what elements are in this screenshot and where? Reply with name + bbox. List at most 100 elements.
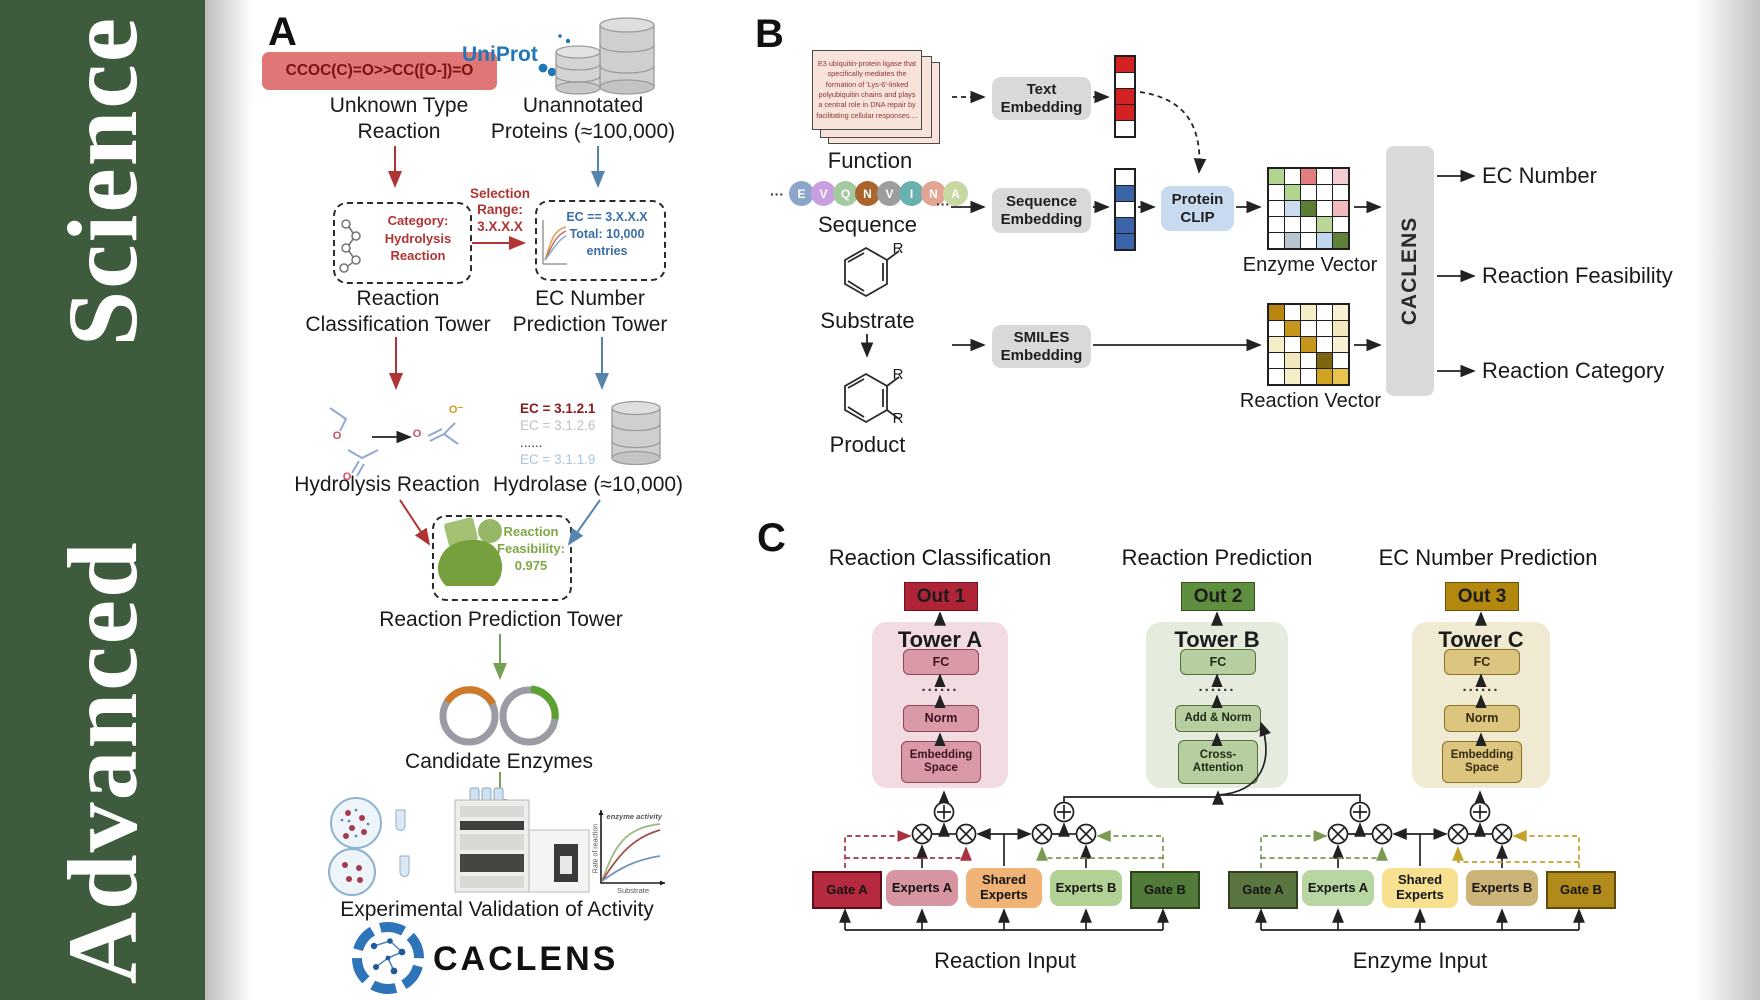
vector-cell — [1317, 353, 1332, 368]
database-icon-small — [555, 45, 601, 95]
amino-acid-circle: N — [855, 181, 880, 206]
reaction-classification-tower-label: Reaction Classification Tower — [305, 287, 491, 336]
vector-cell — [1269, 337, 1284, 352]
vector-cell — [1285, 169, 1300, 184]
caclens-model-name: CACLENS — [1398, 216, 1421, 326]
vector-cell — [1333, 233, 1348, 248]
reaction-classification-title: Reaction Classification — [828, 545, 1052, 570]
vector-cell — [1333, 169, 1348, 184]
enzyme-input-label: Enzyme Input — [1352, 948, 1488, 973]
sample-circle-icons — [328, 797, 410, 896]
vector-cell — [1116, 170, 1134, 185]
reaction-prediction-title: Reaction Prediction — [1121, 545, 1313, 570]
enzyme-experts-b-box: Experts B — [1466, 870, 1538, 906]
multiply-node — [1491, 823, 1513, 845]
tower-a-dots: ...... — [921, 678, 959, 695]
hplc-instrument-icon — [454, 787, 590, 893]
tower-b-dots: ...... — [1198, 678, 1236, 695]
feasibility-dashed-box — [432, 515, 572, 601]
r-group-label: R — [892, 240, 904, 257]
reaction-vector-label: Reaction Vector — [1239, 390, 1382, 412]
list-line: EC = 3.1.1.9 — [520, 451, 596, 467]
vector-cell — [1285, 305, 1300, 320]
multiply-node — [1327, 823, 1349, 845]
hydrolysis-reaction-label: Hydrolysis Reaction — [294, 473, 480, 496]
vector-cell — [1317, 185, 1332, 200]
rate-of-reaction-axis-label: Rate of reaction — [592, 823, 600, 874]
vector-cell — [1116, 121, 1134, 136]
multiply-node — [911, 823, 933, 845]
vector-cell — [1333, 353, 1348, 368]
amino-acid-circle: Q — [833, 181, 858, 206]
vector-cell — [1317, 169, 1332, 184]
vector-cell — [1116, 186, 1134, 201]
output-reaction-feasibility: Reaction Feasibility — [1482, 263, 1673, 288]
vector-cell — [1269, 369, 1284, 384]
multiply-node — [955, 823, 977, 845]
smiles-embedding-box: SMILES Embedding — [992, 325, 1091, 368]
vector-cell — [1301, 305, 1316, 320]
vector-cell — [1269, 353, 1284, 368]
reaction-prediction-tower-label: Reaction Prediction Tower — [379, 608, 623, 631]
page-shadow-right — [1695, 0, 1760, 1000]
vector-cell — [1333, 337, 1348, 352]
unannotated-proteins-label: Unannotated Proteins (≈100,000) — [490, 94, 676, 143]
function-label: Function — [827, 148, 913, 173]
product-label: Product — [829, 432, 906, 457]
amino-acid-circle: A — [943, 181, 968, 206]
vector-cell — [1333, 201, 1348, 216]
tower-c-norm-block: Norm — [1444, 705, 1520, 732]
vector-cell — [1317, 233, 1332, 248]
vector-cell — [1269, 217, 1284, 232]
tower-a-title: Tower A — [897, 627, 983, 652]
panel-b-arrows — [860, 90, 1476, 378]
category-hydrolysis-label: Category: Hydrolysis Reaction — [384, 213, 452, 264]
vector-cell — [1285, 321, 1300, 336]
multiply-node — [1031, 823, 1053, 845]
vector-cell — [1317, 201, 1332, 216]
vector-cell — [1301, 169, 1316, 184]
vector-cell — [1301, 337, 1316, 352]
selection-range-label: Selection Range: 3.X.X.X — [469, 186, 531, 234]
caclens-logo-icon — [352, 922, 424, 994]
vector-cell — [1116, 89, 1134, 104]
vector-cell — [1333, 369, 1348, 384]
vector-cell — [1317, 321, 1332, 336]
tower-c-fc-block: FC — [1444, 649, 1520, 675]
candidate-enzymes-label: Candidate Enzymes — [405, 750, 593, 773]
output-reaction-category: Reaction Category — [1482, 358, 1665, 383]
sequence-ellipsis-left: ··· — [770, 186, 784, 202]
panel-a-label: A — [268, 10, 297, 54]
ec-range-label: EC == 3.X.X.X Total: 10,000 entries — [566, 210, 648, 258]
panel-b-label: B — [755, 12, 784, 56]
oxygen-atom-label: O — [332, 430, 342, 442]
vector-cell — [1333, 305, 1348, 320]
sequence-embedding-box: Sequence Embedding — [992, 188, 1091, 233]
vector-cell — [1116, 57, 1134, 72]
journal-band: Advanced Science — [0, 0, 205, 1000]
reaction-shared-experts-box: Shared Experts — [966, 868, 1042, 908]
tower-b: Tower B FC ...... Add & Norm Cross- Atte… — [1146, 622, 1288, 788]
tower-b-add-norm-block: Add & Norm — [1175, 705, 1261, 732]
tower-b-cross-attention-block: Cross- Attention — [1178, 740, 1258, 784]
amino-acid-circle: V — [877, 181, 902, 206]
vector-cell — [1285, 353, 1300, 368]
vector-cell — [1285, 201, 1300, 216]
page-shadow-left — [205, 0, 253, 1000]
reaction-experts-b-box: Experts B — [1050, 870, 1122, 906]
list-line: EC = 3.1.2.6 — [520, 417, 596, 433]
plus-node — [933, 801, 955, 823]
vector-cell — [1269, 321, 1284, 336]
vector-cell — [1301, 353, 1316, 368]
output-ec-number: EC Number — [1482, 163, 1597, 188]
function-card-text: E3 ubiquitin-protein ligase that specifi… — [812, 50, 922, 130]
plus-node — [1349, 801, 1371, 823]
plasmid-icons — [439, 685, 559, 746]
vector-cell — [1285, 185, 1300, 200]
vector-cell — [1285, 233, 1300, 248]
vector-cell — [1301, 369, 1316, 384]
vector-cell — [1285, 337, 1300, 352]
vector-cell — [1301, 321, 1316, 336]
enzyme-gate-a-box: Gate A — [1228, 871, 1298, 909]
ec-number-list: EC = 3.1.2.1 EC = 3.1.2.6...... EC = 3.1.1… — [520, 401, 608, 469]
